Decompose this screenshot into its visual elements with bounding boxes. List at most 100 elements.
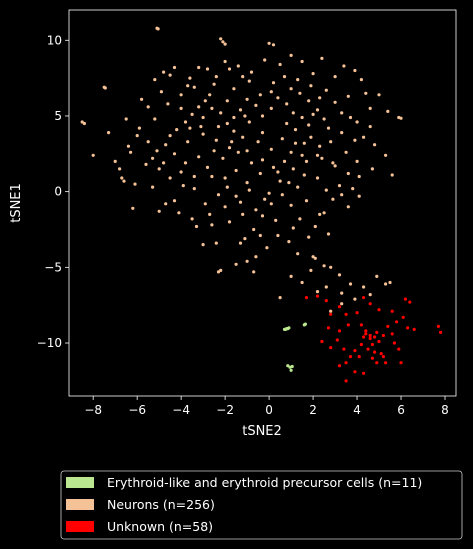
data-point bbox=[362, 135, 366, 139]
data-point bbox=[326, 232, 331, 236]
data-point bbox=[326, 126, 331, 130]
data-point bbox=[357, 355, 361, 359]
data-point bbox=[307, 99, 311, 103]
data-point bbox=[199, 125, 203, 129]
data-point bbox=[320, 339, 324, 344]
data-point bbox=[280, 137, 284, 141]
x-tick-label: 2 bbox=[309, 403, 317, 417]
data-point bbox=[289, 368, 293, 372]
data-point bbox=[172, 152, 177, 156]
data-point bbox=[190, 217, 194, 221]
data-point bbox=[241, 135, 245, 139]
data-point bbox=[269, 147, 273, 151]
data-point bbox=[364, 332, 368, 336]
legend: Erythroid-like and erythroid precursor c… bbox=[60, 470, 463, 540]
data-point bbox=[315, 290, 320, 294]
data-point bbox=[370, 167, 374, 171]
data-point bbox=[172, 65, 177, 70]
data-point bbox=[364, 329, 368, 333]
data-point bbox=[304, 159, 309, 163]
data-point bbox=[311, 72, 315, 76]
data-point bbox=[153, 117, 157, 121]
data-point bbox=[296, 78, 300, 82]
data-point bbox=[337, 305, 342, 309]
legend-label-erythroid: Erythroid-like and erythroid precursor c… bbox=[107, 475, 422, 490]
series-2-points bbox=[304, 294, 443, 383]
data-point bbox=[164, 143, 168, 147]
data-point bbox=[340, 291, 344, 295]
data-point bbox=[315, 153, 320, 157]
data-point bbox=[230, 140, 234, 144]
data-point bbox=[346, 323, 350, 327]
data-point bbox=[234, 168, 238, 173]
data-point bbox=[258, 233, 262, 238]
x-tick-label: −8 bbox=[84, 403, 102, 417]
data-point bbox=[144, 162, 148, 166]
data-point bbox=[381, 333, 385, 338]
data-point bbox=[159, 90, 163, 94]
data-point bbox=[304, 199, 309, 203]
data-point bbox=[359, 323, 363, 327]
scatter-points bbox=[80, 26, 443, 383]
data-point bbox=[291, 111, 295, 115]
x-axis-label: tSNE2 bbox=[242, 424, 282, 439]
data-point bbox=[344, 312, 348, 316]
x-tick-label: −2 bbox=[216, 403, 234, 417]
data-point bbox=[252, 227, 256, 232]
data-point bbox=[291, 226, 295, 230]
data-point bbox=[151, 185, 155, 189]
data-point bbox=[340, 193, 344, 197]
data-point bbox=[278, 296, 282, 300]
data-point bbox=[395, 320, 399, 324]
data-point bbox=[129, 150, 133, 154]
data-point bbox=[282, 159, 287, 163]
plot-area-frame bbox=[68, 9, 457, 397]
data-point bbox=[375, 274, 379, 278]
data-point bbox=[164, 202, 168, 206]
data-point bbox=[269, 106, 273, 110]
x-tick-label: 8 bbox=[441, 403, 449, 417]
legend-label-neurons: Neurons (n=256) bbox=[107, 497, 215, 512]
data-point bbox=[120, 176, 124, 180]
data-point bbox=[232, 87, 236, 91]
data-point bbox=[258, 93, 262, 97]
data-point bbox=[384, 282, 388, 286]
data-point bbox=[298, 217, 302, 221]
data-point bbox=[353, 297, 357, 301]
data-point bbox=[291, 167, 295, 171]
data-point bbox=[346, 171, 350, 176]
data-point bbox=[346, 205, 350, 209]
data-point bbox=[260, 131, 265, 135]
data-point bbox=[153, 78, 157, 82]
data-point bbox=[221, 40, 225, 44]
data-point bbox=[322, 117, 326, 121]
data-point bbox=[368, 125, 372, 129]
data-point bbox=[245, 259, 249, 263]
data-point bbox=[219, 111, 223, 115]
data-point bbox=[390, 332, 394, 336]
data-point bbox=[260, 158, 265, 162]
data-point bbox=[179, 106, 183, 110]
data-point bbox=[346, 94, 350, 98]
data-point bbox=[278, 179, 282, 183]
data-point bbox=[254, 103, 258, 107]
data-point bbox=[186, 84, 190, 88]
data-point bbox=[324, 188, 328, 192]
data-point bbox=[304, 296, 309, 300]
data-point bbox=[241, 212, 245, 216]
data-point bbox=[289, 87, 293, 91]
data-point bbox=[118, 167, 122, 171]
data-point bbox=[300, 59, 304, 64]
data-point bbox=[201, 132, 205, 136]
data-point bbox=[188, 76, 192, 80]
data-point bbox=[370, 342, 374, 347]
data-point bbox=[205, 67, 210, 71]
data-point bbox=[236, 150, 240, 154]
data-point bbox=[156, 27, 160, 31]
data-point bbox=[364, 91, 368, 95]
data-point bbox=[337, 329, 342, 333]
data-point bbox=[168, 176, 172, 180]
data-point bbox=[245, 149, 249, 153]
data-point bbox=[91, 153, 95, 157]
series-1-points bbox=[80, 26, 403, 313]
